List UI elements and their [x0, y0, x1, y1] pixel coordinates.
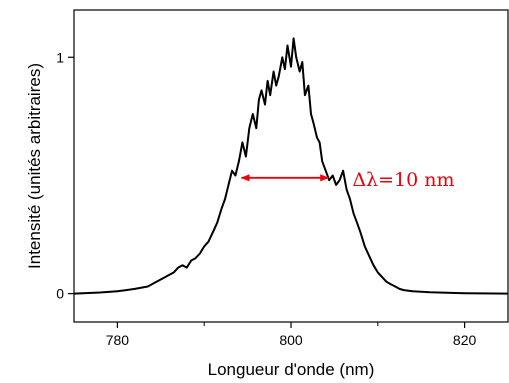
y-axis-label: Intensité (unités arbitraires) [25, 63, 44, 269]
spectrum-line [73, 37, 509, 295]
x-axis-label: Longueur d'onde (nm) [208, 360, 375, 379]
y-axis-ticks: 01 [56, 49, 74, 302]
x-tick-label: 780 [106, 332, 130, 348]
fwhm-label: Δλ=10 nm [352, 169, 454, 191]
x-tick-label: 800 [279, 332, 303, 348]
x-axis-ticks: 780 800 820 [106, 322, 477, 348]
y-tick-label: 0 [56, 286, 64, 302]
y-tick-label: 1 [56, 49, 64, 65]
x-tick-label: 820 [453, 332, 477, 348]
